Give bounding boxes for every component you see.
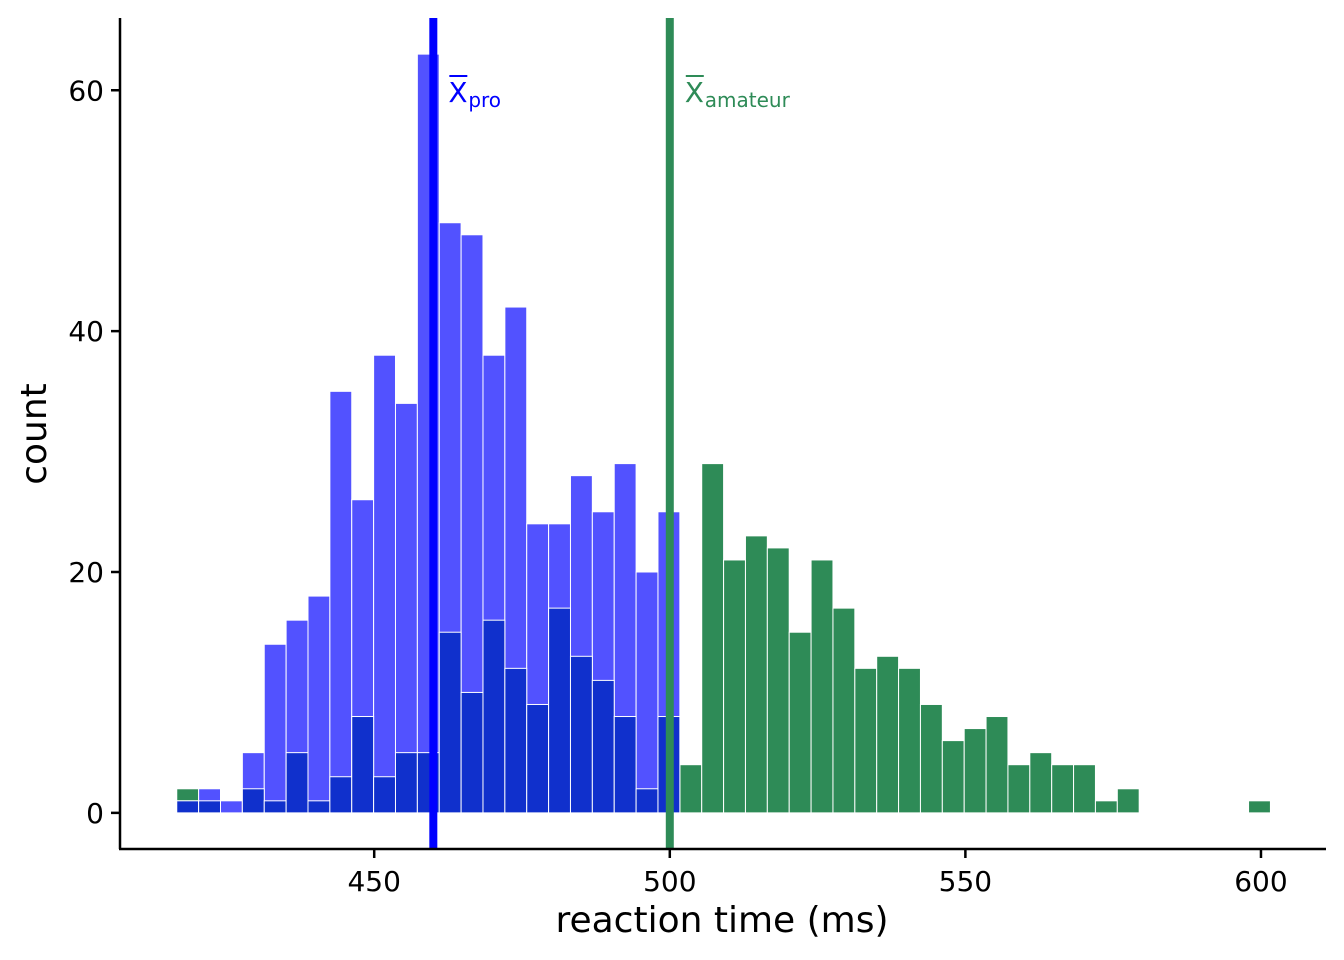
overlap-bar: [526, 703, 550, 814]
overlap-bar: [569, 655, 593, 814]
amateur-bar: [985, 716, 1009, 814]
pro-bar: [373, 354, 396, 814]
x-axis-title: reaction time (ms): [555, 900, 888, 941]
overlap-bar: [285, 752, 309, 814]
amateur-bar: [1094, 800, 1118, 814]
pro-bar: [635, 571, 659, 814]
y-tick-label: 0: [86, 797, 104, 830]
overlap-bar: [373, 776, 396, 814]
overlap-bar: [176, 800, 200, 814]
amateur-bar: [1029, 752, 1053, 814]
amateur-bar: [1007, 764, 1031, 814]
y-axis-title: count: [14, 383, 55, 485]
amateur-bar: [744, 535, 768, 814]
x-tick-label: 550: [939, 865, 992, 898]
amateur-bar: [810, 559, 834, 814]
pro-mean-label-subscript: pro: [468, 88, 501, 112]
overlap-bar: [351, 716, 375, 814]
amateur-bar: [832, 607, 856, 814]
pro-mean-label: X: [448, 76, 467, 109]
amateur-bar: [1116, 788, 1140, 814]
overlap-bar: [460, 691, 484, 814]
pro-bar: [329, 390, 353, 814]
amateur-bar: [876, 655, 900, 814]
overlap-bar: [504, 667, 528, 814]
x-axis-ticks: 450 500 550 600: [347, 849, 1288, 898]
overlap-bar: [548, 607, 571, 814]
amateur-bar: [898, 667, 921, 814]
pro-bar: [307, 595, 331, 814]
overlap-bar: [635, 788, 659, 814]
x-tick-label: 450: [347, 865, 400, 898]
amateur-bar: [941, 740, 965, 814]
pro-bar: [263, 643, 287, 814]
overlap-bar: [198, 800, 221, 814]
amateur-bar: [723, 559, 746, 814]
overlap-bar: [438, 631, 462, 814]
y-tick-label: 20: [68, 556, 104, 589]
pro-bar: [394, 402, 418, 814]
y-tick-label: 40: [68, 315, 104, 348]
amateur-bar: [1248, 800, 1271, 814]
overlap-bar: [307, 800, 331, 814]
amateur-bar: [854, 667, 878, 814]
mean-lines: [429, 18, 674, 849]
amateur-bar: [919, 703, 943, 814]
overlap-bar: [394, 752, 418, 814]
pro-bar: [220, 800, 243, 814]
amateur-bar: [1073, 764, 1096, 814]
amateur-mean-label-subscript: amateur: [705, 88, 791, 112]
amateur-bar: [766, 547, 790, 814]
y-axis-ticks: 0 20 40 60: [68, 74, 120, 830]
amateur-bar: [788, 631, 812, 814]
overlap-bars: [176, 607, 681, 814]
overlap-bar: [591, 679, 615, 814]
x-tick-label: 500: [643, 865, 696, 898]
amateur-bar: [701, 463, 725, 814]
overlap-bar: [482, 619, 506, 814]
amateur-mean-label: X: [685, 76, 704, 109]
amateur-bar: [1051, 764, 1075, 814]
x-tick-label: 600: [1234, 865, 1287, 898]
overlap-bar: [329, 776, 353, 814]
overlap-bar: [263, 800, 287, 814]
overlap-bar: [613, 716, 637, 814]
amateur-bar: [679, 764, 703, 814]
overlap-bar: [241, 788, 265, 814]
y-tick-label: 60: [68, 74, 104, 107]
amateur-bar: [963, 728, 987, 814]
